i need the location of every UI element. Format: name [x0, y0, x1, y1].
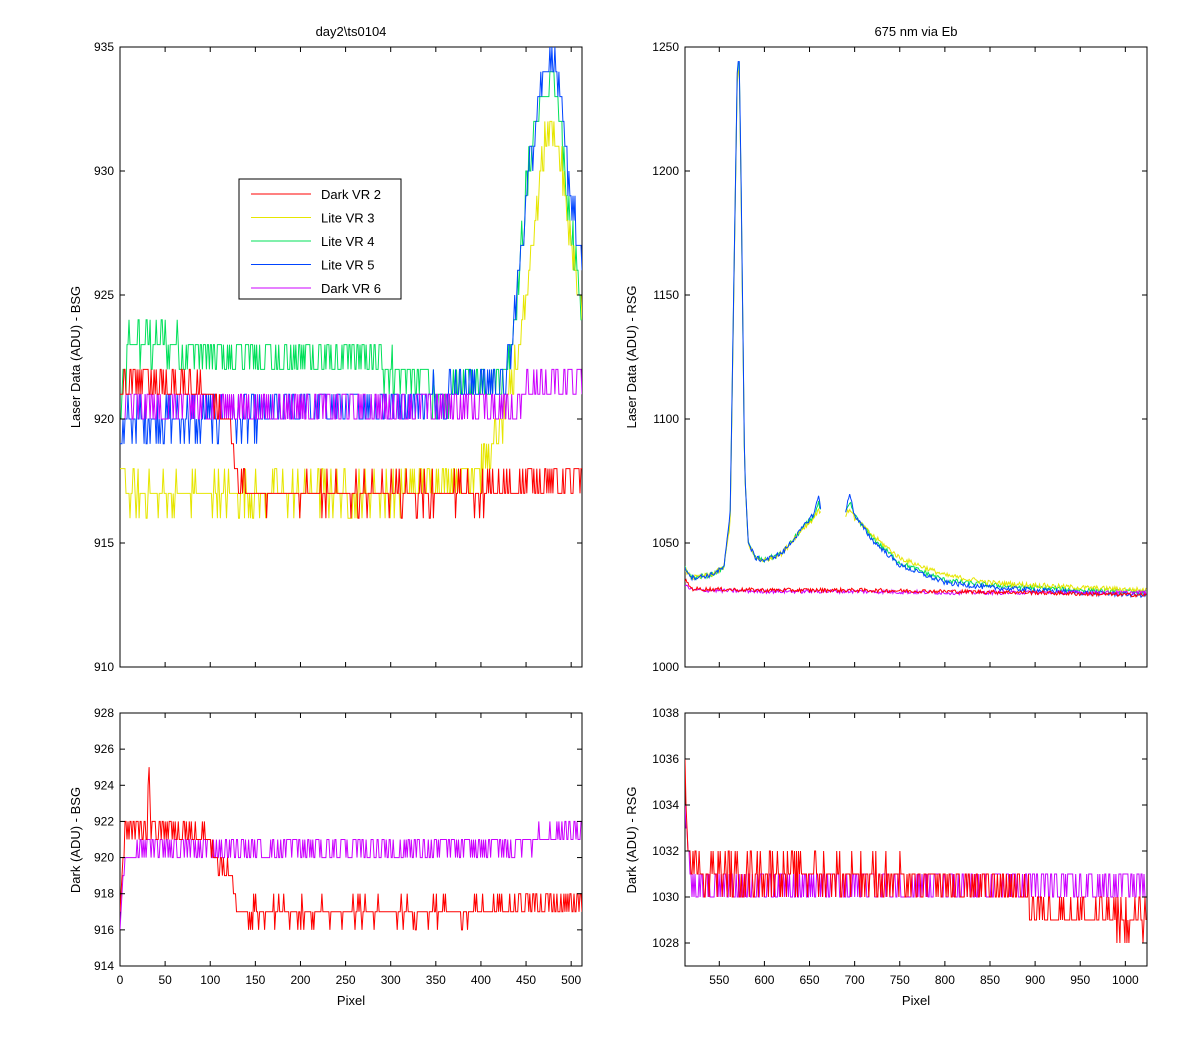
x-tick-label: 900 [1025, 973, 1045, 987]
y-tick-label: 935 [94, 40, 114, 54]
legend-label: Dark VR 2 [321, 187, 381, 202]
x-tick-label: 700 [845, 973, 865, 987]
y-tick-label: 930 [94, 164, 114, 178]
series-layer [685, 60, 1147, 599]
y-axis-label: Dark (ADU) - RSG [624, 787, 639, 894]
y-tick-label: 926 [94, 742, 114, 756]
series-layer [685, 758, 1147, 944]
y-axis-label: Laser Data (ADU) - RSG [624, 285, 639, 428]
x-tick-label: 400 [471, 973, 491, 987]
y-tick-label: 1050 [652, 536, 679, 550]
x-axis-label: Pixel [902, 993, 930, 1008]
plot-area [684, 46, 1148, 668]
series-line-lite-vr-5 [685, 60, 822, 582]
panel-title: 675 nm via Eb [874, 24, 957, 39]
y-tick-label: 1028 [652, 936, 679, 950]
y-tick-label: 1038 [652, 706, 679, 720]
y-tick-label: 915 [94, 536, 114, 550]
x-tick-label: 800 [935, 973, 955, 987]
x-axis-label: Pixel [337, 993, 365, 1008]
series-line-lite-vr-3 [845, 508, 1147, 594]
plot-area [684, 712, 1148, 967]
y-tick-label: 925 [94, 288, 114, 302]
x-tick-label: 1000 [1112, 973, 1139, 987]
series-line-dark-vr-6 [120, 368, 582, 420]
x-tick-label: 150 [245, 973, 265, 987]
panel-laser-rsg: 675 nm via Eb 1000 1050 1100 1150 1200 1250 L… [624, 24, 1148, 674]
y-tick-label: 1032 [652, 844, 679, 858]
x-tick-label: 350 [426, 973, 446, 987]
legend: Dark VR 2 Lite VR 3 Lite VR 4 Lite VR 5 Dark… [238, 178, 402, 300]
x-tick-label: 450 [516, 973, 536, 987]
legend-label: Lite VR 4 [321, 234, 374, 249]
panel-dark-rsg: 550 600 650 700 750 800 850 900 950 1000 1028 1030 1… [624, 706, 1148, 1008]
panel-dark-bsg: 0 50 100 150 200 250 300 350 400 450 500 914 916 918 9… [68, 706, 583, 1008]
y-tick-label: 928 [94, 706, 114, 720]
y-tick-label: 1250 [652, 40, 679, 54]
series-line-lite-vr-4 [120, 71, 582, 420]
series-line-dark-vr-2 [120, 368, 582, 519]
x-tick-label: 850 [980, 973, 1000, 987]
axis-ticks: 550 600 650 700 750 800 850 900 950 1000 1028 1030 1… [652, 706, 1147, 987]
series-layer [120, 47, 582, 519]
y-tick-label: 1200 [652, 164, 679, 178]
y-tick-label: 916 [94, 923, 114, 937]
y-tick-label: 914 [94, 959, 114, 973]
x-tick-label: 100 [200, 973, 220, 987]
x-tick-label: 250 [336, 973, 356, 987]
axis-ticks: 910 915 920 925 930 935 [94, 40, 582, 674]
x-tick-label: 200 [290, 973, 310, 987]
x-tick-label: 300 [381, 973, 401, 987]
legend-items: Dark VR 2 Lite VR 3 Lite VR 4 Lite VR 5 Dark… [251, 187, 381, 296]
legend-label: Lite VR 5 [321, 258, 374, 273]
series-line-dark-vr-2 [685, 758, 1147, 944]
series-line-dark-vr-2 [120, 767, 582, 931]
y-tick-label: 920 [94, 412, 114, 426]
axis-ticks: 1000 1050 1100 1150 1200 1250 [652, 40, 1147, 674]
y-tick-label: 1034 [652, 798, 679, 812]
legend-box [238, 178, 402, 300]
axis-ticks: 0 50 100 150 200 250 300 350 400 450 500 914 916 918 9… [94, 706, 582, 987]
series-layer [120, 767, 582, 931]
y-tick-label: 1150 [653, 288, 679, 302]
y-tick-label: 1030 [652, 890, 679, 904]
y-tick-label: 924 [94, 778, 114, 792]
x-tick-label: 750 [890, 973, 910, 987]
x-tick-label: 650 [800, 973, 820, 987]
x-tick-label: 950 [1070, 973, 1090, 987]
x-tick-label: 50 [158, 973, 172, 987]
y-axis-label: Dark (ADU) - BSG [68, 787, 83, 893]
y-tick-label: 922 [94, 814, 114, 828]
panel-title: day2\ts0104 [316, 24, 387, 39]
series-line-dark-vr-2 [685, 578, 1147, 598]
y-tick-label: 910 [94, 660, 114, 674]
x-tick-label: 600 [754, 973, 774, 987]
y-axis-label: Laser Data (ADU) - BSG [68, 286, 83, 428]
y-tick-label: 920 [94, 851, 114, 865]
y-tick-label: 1000 [652, 660, 679, 674]
x-tick-label: 0 [117, 973, 124, 987]
y-tick-label: 1100 [653, 412, 679, 426]
y-tick-label: 1036 [652, 752, 679, 766]
y-tick-label: 918 [94, 887, 114, 901]
series-line-dark-vr-6 [120, 820, 582, 930]
x-tick-label: 500 [561, 973, 581, 987]
legend-label: Dark VR 6 [321, 281, 381, 296]
panel-laser-bsg: day2\ts0104 910 915 920 925 930 935 Laser Dat… [68, 24, 583, 674]
legend-label: Lite VR 3 [321, 211, 374, 226]
x-tick-label: 550 [709, 973, 729, 987]
